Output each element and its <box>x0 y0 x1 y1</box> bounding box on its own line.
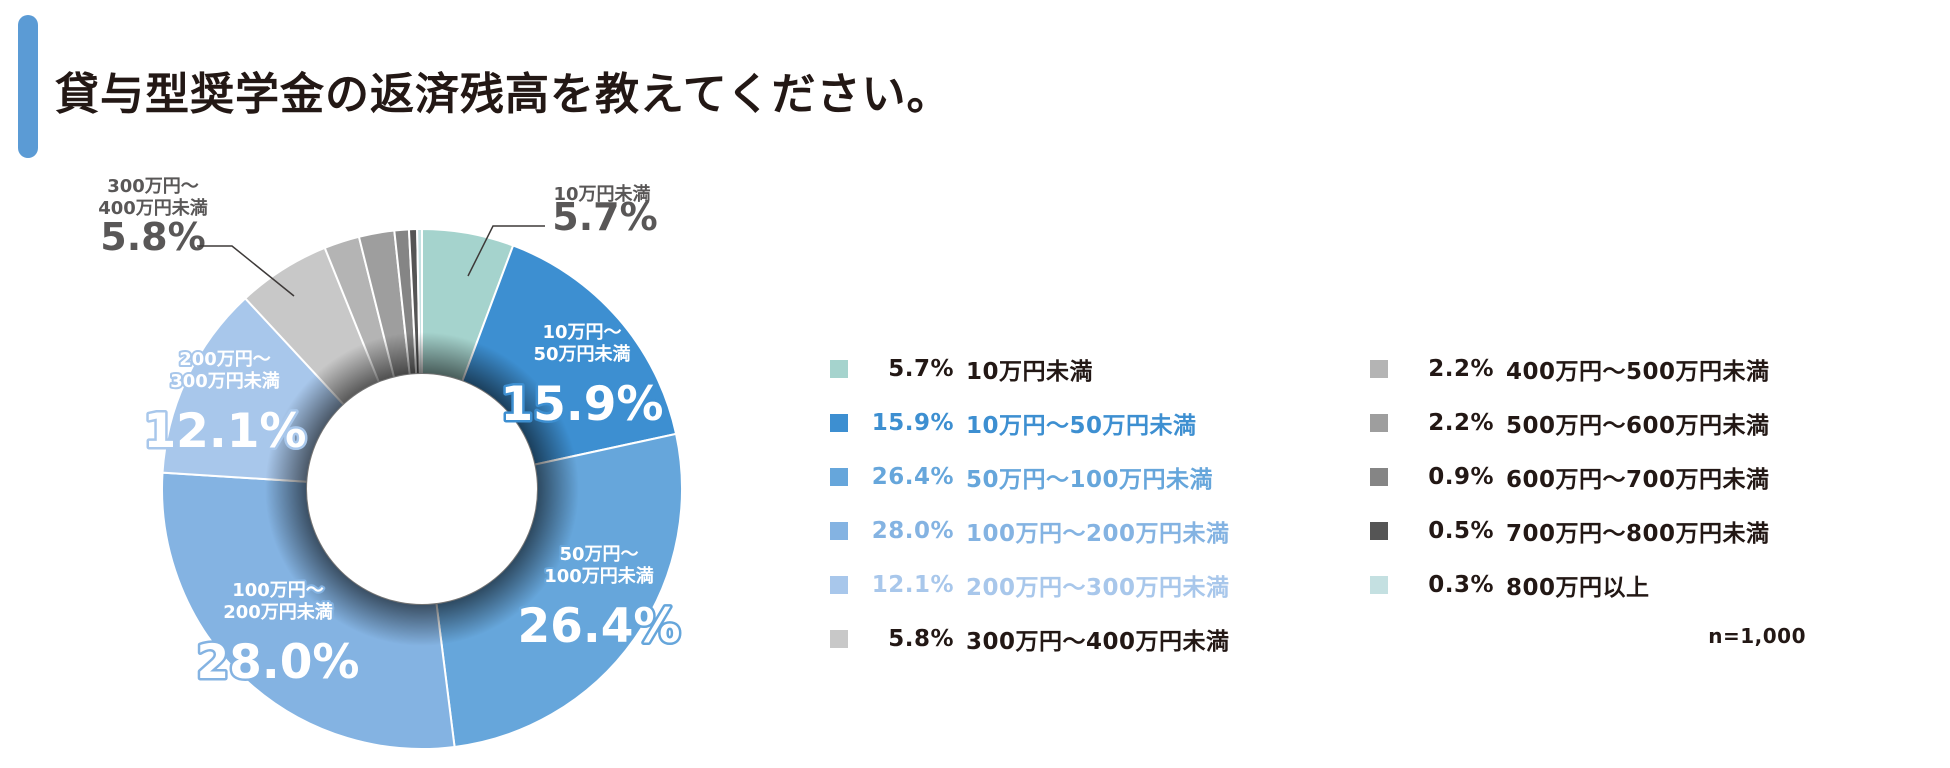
slice-label: 300万円～ <box>107 176 199 197</box>
legend-item: 26.4% 50万円～100万円未満 <box>830 450 1370 504</box>
slice-label: 5.7% <box>552 195 657 239</box>
donut-hole <box>307 374 537 604</box>
legend-item: 2.2% 400万円～500万円未満 <box>1370 342 1810 396</box>
legend-swatch <box>830 414 848 432</box>
legend-swatch <box>1370 522 1388 540</box>
legend-item: 5.8% 300万円～400万円未満 <box>830 612 1370 666</box>
legend-swatch <box>830 576 848 594</box>
legend-percent: 0.9% <box>1428 464 1494 490</box>
slice-label: 10万円未満 <box>553 183 650 205</box>
legend-label: 10万円未満 <box>966 359 1094 385</box>
legend-label: 700万円～800万円未満 <box>1506 521 1770 547</box>
slice-label: 26.4% <box>517 599 680 654</box>
legend-percent: 28.0% <box>871 518 954 544</box>
legend-swatch <box>1370 576 1388 594</box>
legend-label: 400万円～500万円未満 <box>1506 359 1770 385</box>
legend-label: 500万円～600万円未満 <box>1506 413 1770 439</box>
legend-percent: 15.9% <box>871 410 954 436</box>
slice-label: 28.0% <box>196 635 359 690</box>
leader-line <box>467 225 545 277</box>
slice-label: 12.1% <box>143 404 306 459</box>
legend-item: 0.9% 600万円～700万円未満 <box>1370 450 1810 504</box>
slice-label: 10万円～ <box>542 322 621 343</box>
legend-swatch <box>1370 414 1388 432</box>
slice-label: 400万円未満 <box>98 197 208 219</box>
legend-item: 0.3% 800万円以上 <box>1370 558 1810 612</box>
legend-percent: 12.1% <box>871 572 954 598</box>
legend-percent: 5.8% <box>888 626 954 652</box>
legend-percent: 26.4% <box>871 464 954 490</box>
slice-label: 5.8% <box>100 215 205 259</box>
title-accent-bar <box>18 15 38 158</box>
page-title: 貸与型奨学金の返済残高を教えてください。 <box>55 69 952 120</box>
slice-label: 100万円未満 <box>544 565 654 587</box>
legend-label: 800万円以上 <box>1506 575 1650 601</box>
legend-item: 28.0% 100万円～200万円未満 <box>830 504 1370 558</box>
legend-item: 0.5% 700万円～800万円未満 <box>1370 504 1810 558</box>
chart-legend: 5.7% 10万円未満 15.9% 10万円～50万円未満 26.4% 50万円～100万… <box>830 342 1810 666</box>
sample-size: n=1,000 <box>1708 624 1806 648</box>
legend-label: 200万円～300万円未満 <box>966 575 1230 601</box>
legend-swatch <box>1370 360 1388 378</box>
slice-label: 300万円未満 <box>170 370 280 392</box>
legend-percent: 2.2% <box>1428 356 1494 382</box>
legend-swatch <box>1370 468 1388 486</box>
slice-label: 50万円～ <box>559 544 638 565</box>
legend-percent: 0.3% <box>1428 572 1494 598</box>
legend-item: 15.9% 10万円～50万円未満 <box>830 396 1370 450</box>
legend-percent: 5.7% <box>888 356 954 382</box>
leader-line <box>197 245 295 297</box>
slice-label: 50万円未満 <box>533 343 630 365</box>
legend-item: 12.1% 200万円～300万円未満 <box>830 558 1370 612</box>
legend-item: 2.2% 500万円～600万円未満 <box>1370 396 1810 450</box>
legend-swatch <box>830 360 848 378</box>
slice-label: 200万円～ <box>179 349 271 370</box>
legend-item: 5.7% 10万円未満 <box>830 342 1370 396</box>
slice-label: 200万円未満 <box>223 601 333 623</box>
legend-swatch <box>830 630 848 648</box>
legend-label: 300万円～400万円未満 <box>966 629 1230 655</box>
legend-percent: 2.2% <box>1428 410 1494 436</box>
legend-label: 100万円～200万円未満 <box>966 521 1230 547</box>
legend-swatch <box>830 468 848 486</box>
legend-label: 50万円～100万円未満 <box>966 467 1214 493</box>
legend-swatch <box>830 522 848 540</box>
legend-percent: 0.5% <box>1428 518 1494 544</box>
slice-label: 15.9% <box>500 377 663 432</box>
legend-label: 600万円～700万円未満 <box>1506 467 1770 493</box>
slice-label: 100万円～ <box>232 580 324 601</box>
legend-label: 10万円～50万円未満 <box>966 413 1197 439</box>
